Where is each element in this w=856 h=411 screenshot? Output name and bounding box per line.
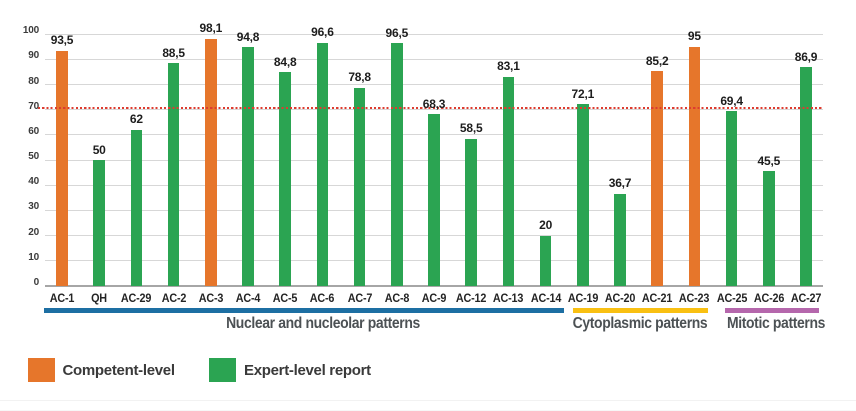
bar-value-label: 85,2 <box>645 53 669 68</box>
bar-value-label: 96,5 <box>385 25 409 40</box>
bar-AC-8 <box>391 43 403 286</box>
bar-AC-7 <box>353 87 366 286</box>
bar-AC-5 <box>279 72 291 286</box>
x-tick-label: AC-20 <box>604 290 636 305</box>
bar-AC-23 <box>688 46 701 286</box>
x-tick-label: AC-13 <box>493 290 524 305</box>
bar-value-label: 86,9 <box>794 49 818 64</box>
x-tick-label: AC-7 <box>347 290 372 305</box>
bar-AC-13 <box>502 76 515 286</box>
bar-value-label: 68,3 <box>422 96 446 111</box>
bar-value-label: 45,5 <box>757 153 781 168</box>
footer-rule <box>0 409 856 411</box>
y-tick-label: 80 <box>28 75 39 87</box>
group-label: Mitotic patterns <box>726 315 826 332</box>
legend-swatch-expert <box>209 358 236 382</box>
bar-value-label: 98,1 <box>199 21 223 36</box>
bar-AC-20 <box>614 193 626 286</box>
group-label: Cytoplasmic patterns <box>572 315 708 332</box>
y-tick-label: 0 <box>33 277 40 288</box>
x-tick-label: AC-27 <box>790 290 822 305</box>
x-tick-label: AC-6 <box>310 290 335 305</box>
footer-rule <box>0 400 856 401</box>
x-tick-label: AC-9 <box>421 290 447 305</box>
bar-AC-27 <box>800 67 812 286</box>
bar-value-label: 20 <box>539 218 553 233</box>
bar-value-label: 69,4 <box>720 93 743 108</box>
gridline <box>45 33 823 35</box>
group-underline <box>724 308 819 314</box>
x-tick-label: AC-12 <box>456 290 487 305</box>
bar-value-label: 78,8 <box>348 70 371 85</box>
x-tick-label: AC-3 <box>198 290 224 305</box>
y-tick-label: 20 <box>28 226 39 238</box>
x-tick-label: AC-14 <box>530 290 561 305</box>
bar-AC-25 <box>725 111 738 286</box>
legend-label: Expert-level report <box>244 361 371 379</box>
x-axis-line <box>45 285 823 287</box>
bar-value-label: 58,5 <box>459 121 483 136</box>
threshold-line <box>38 106 823 109</box>
x-tick-label: AC-19 <box>567 290 598 305</box>
x-tick-label: AC-8 <box>384 290 410 305</box>
x-tick-label: AC-26 <box>753 290 784 305</box>
bar-AC-29 <box>130 129 143 286</box>
legend-item: Expert-level report <box>209 358 371 382</box>
bar-AC-19 <box>577 104 589 286</box>
bar-AC-2 <box>167 63 180 286</box>
legend-swatch-competent <box>27 358 55 382</box>
bar-QH <box>93 160 105 286</box>
y-tick-label: 60 <box>28 125 39 137</box>
gridline <box>45 109 823 111</box>
legend-label: Competent-level <box>62 361 176 379</box>
y-tick-label: 40 <box>28 176 39 188</box>
bar-value-label: 50 <box>92 142 106 157</box>
gridline <box>45 58 823 60</box>
y-tick-label: 30 <box>28 201 39 213</box>
bar-value-label: 84,8 <box>273 54 297 69</box>
y-tick-label: 100 <box>22 25 39 37</box>
y-tick-label: 10 <box>28 251 39 263</box>
x-tick-label: AC-1 <box>49 290 75 305</box>
bar-value-label: 88,5 <box>162 45 185 60</box>
x-tick-label: AC-5 <box>272 290 298 305</box>
gridline <box>45 84 823 86</box>
bar-value-label: 93,5 <box>50 33 74 48</box>
bar-value-label: 62 <box>129 112 143 127</box>
legend-item: Competent-level <box>27 358 176 382</box>
bar-value-label: 72,1 <box>571 86 595 101</box>
bar-value-label: 83,1 <box>497 59 520 74</box>
bar-AC-9 <box>428 114 440 286</box>
bar-value-label: 36,7 <box>608 176 632 191</box>
group-label: Nuclear and nucleolar patterns <box>225 315 420 332</box>
x-tick-label: QH <box>91 290 108 305</box>
bar-value-label: 94,8 <box>236 29 260 44</box>
group-underline <box>44 308 564 314</box>
bar-AC-26 <box>763 171 775 286</box>
y-tick-label: 70 <box>28 100 39 112</box>
x-tick-label: AC-21 <box>642 290 673 305</box>
bar-AC-14 <box>539 235 552 286</box>
x-tick-label: AC-29 <box>121 290 152 305</box>
x-tick-label: AC-23 <box>679 290 710 305</box>
bar-AC-12 <box>465 138 477 286</box>
bar-AC-3 <box>205 38 217 286</box>
x-tick-label: AC-4 <box>235 290 261 305</box>
bar-AC-6 <box>316 42 329 286</box>
bar-AC-21 <box>651 71 663 286</box>
bar-value-label: 95 <box>687 29 701 44</box>
y-tick-label: 50 <box>28 151 39 163</box>
y-tick-label: 90 <box>28 50 39 62</box>
x-tick-label: AC-25 <box>716 290 747 305</box>
group-underline <box>573 308 708 314</box>
bar-AC-4 <box>242 47 254 286</box>
bar-value-label: 96,6 <box>311 25 334 40</box>
x-tick-label: AC-2 <box>161 290 186 305</box>
bar-AC-1 <box>56 50 68 286</box>
